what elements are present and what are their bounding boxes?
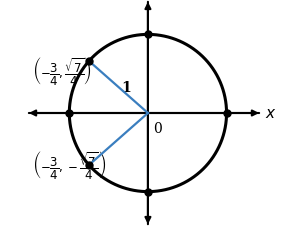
Text: 1: 1	[121, 81, 131, 95]
Text: $\left(-\dfrac{3}{4},-\dfrac{\sqrt{7}}{4}\right)$: $\left(-\dfrac{3}{4},-\dfrac{\sqrt{7}}{4…	[32, 148, 106, 180]
Text: 0: 0	[153, 121, 161, 135]
Text: $\left(-\dfrac{3}{4},\dfrac{\sqrt{7}}{4}\right)$: $\left(-\dfrac{3}{4},\dfrac{\sqrt{7}}{4}…	[32, 54, 91, 86]
Text: $x$: $x$	[265, 106, 276, 121]
